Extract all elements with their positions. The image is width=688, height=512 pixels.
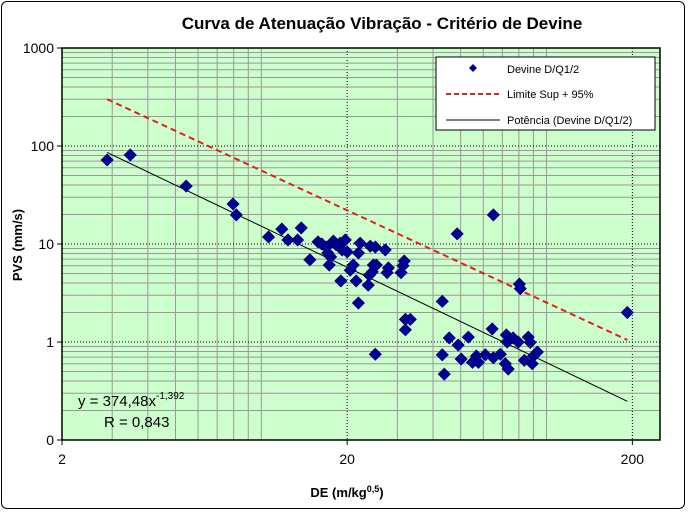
data-point	[338, 233, 352, 247]
data-point	[523, 335, 537, 349]
legend-diamond-icon	[469, 64, 477, 72]
data-point	[450, 227, 464, 241]
data-point	[324, 250, 338, 264]
data-point	[511, 335, 525, 349]
y-tick-label: 10	[38, 236, 54, 252]
data-point	[346, 258, 360, 272]
data-point	[506, 331, 520, 345]
data-point	[513, 282, 527, 296]
data-point	[349, 274, 363, 288]
data-point	[454, 352, 468, 366]
x-axis-label-main: DE (m/kg	[310, 485, 366, 500]
data-point	[530, 345, 544, 359]
legend-label-trend: Potência (Devine D/Q1/2)	[507, 115, 632, 127]
data-point	[435, 348, 449, 362]
data-point	[361, 278, 375, 292]
data-point	[291, 233, 305, 247]
data-point	[368, 347, 382, 361]
data-point	[517, 353, 531, 367]
data-point	[620, 305, 634, 320]
data-point	[369, 258, 383, 272]
data-point	[351, 296, 365, 310]
x-tick-label: 200	[621, 451, 645, 467]
legend-label-data: Devine D/Q1/2	[507, 64, 579, 76]
equation-prefix: y = 374,48x	[78, 393, 156, 410]
data-point	[525, 357, 539, 371]
data-point	[275, 222, 289, 236]
data-point	[229, 208, 243, 222]
data-point	[485, 322, 499, 336]
data-point	[465, 355, 480, 369]
data-point	[398, 323, 412, 337]
r-annotation: R = 0,843	[104, 414, 169, 431]
equation-annotation: y = 374,48x-1,392	[78, 391, 185, 410]
data-point	[378, 243, 392, 257]
x-tick-label: 20	[339, 451, 355, 467]
data-point	[123, 148, 137, 162]
data-point	[334, 274, 348, 288]
chart-title: Curva de Atenuação Vibração - Critério d…	[182, 14, 583, 33]
data-point	[461, 330, 475, 344]
x-tick-label: 2	[58, 451, 66, 467]
data-point	[381, 261, 395, 275]
data-point	[437, 367, 451, 381]
data-point	[294, 221, 308, 235]
plot-border	[61, 47, 661, 441]
upper-limit-line	[106, 98, 628, 341]
equation-exponent: -1,392	[156, 391, 185, 402]
legend: Devine D/Q1/2 Limite Sup + 95% Potência …	[435, 56, 656, 131]
y-tick-label: 1000	[23, 40, 54, 56]
data-point	[281, 233, 295, 247]
data-point	[335, 243, 349, 257]
data-point	[403, 312, 417, 326]
data-point	[442, 331, 456, 345]
data-point	[397, 254, 411, 268]
data-marks	[100, 98, 634, 402]
legend-label-limit: Limite Sup + 95%	[507, 89, 594, 101]
y-tick-label: 100	[31, 138, 55, 154]
data-point	[322, 258, 336, 272]
data-point	[368, 240, 382, 254]
data-point	[303, 253, 317, 267]
grid	[61, 48, 660, 440]
data-point	[351, 246, 365, 260]
y-tick-label: 1	[46, 334, 54, 350]
data-point	[486, 208, 500, 222]
data-point	[478, 348, 492, 362]
data-point	[261, 230, 276, 244]
data-point	[451, 338, 465, 352]
data-point	[226, 197, 240, 211]
data-point	[435, 294, 449, 308]
data-point	[501, 362, 515, 376]
y-axis-label: PVS (mm/s)	[10, 209, 25, 281]
x-axis-label-end: )	[379, 485, 383, 500]
y-tick-label: 0	[46, 432, 54, 448]
x-axis-label: DE (m/kg0,5)	[310, 484, 383, 500]
x-axis-label-sup: 0,5	[367, 484, 380, 494]
data-point	[100, 153, 114, 167]
data-point	[179, 179, 193, 193]
